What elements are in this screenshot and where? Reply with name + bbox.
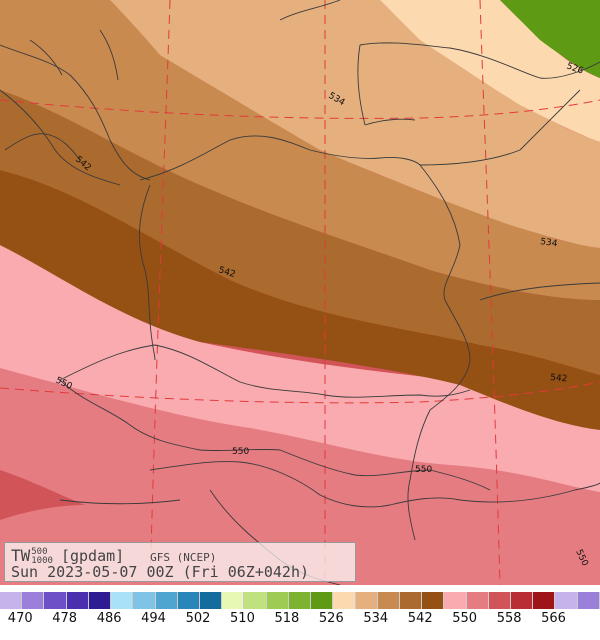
color-legend: 470 478 486 494 502 510 518 526 534 542 550 558 566 — [0, 592, 600, 640]
level-stack: 500 1000 — [31, 548, 53, 566]
legend-tick-label: 518 — [274, 611, 300, 626]
contour-label: 542 — [550, 373, 568, 384]
legend-tick-label: 550 — [452, 611, 478, 626]
legend-swatch — [44, 592, 67, 609]
legend-swatch — [288, 592, 312, 609]
legend-swatch — [0, 592, 23, 609]
legend-swatch — [377, 592, 400, 609]
legend-tick-label: 542 — [407, 611, 433, 626]
legend-swatch — [333, 592, 356, 609]
legend-swatch — [88, 592, 112, 609]
legend-swatch — [66, 592, 89, 609]
units-label: [gpdam] — [60, 547, 125, 565]
legend-tick-label: 478 — [52, 611, 78, 626]
legend-swatch — [355, 592, 378, 609]
legend-tick-label: 510 — [230, 611, 255, 626]
contour-label: 534 — [540, 237, 559, 249]
legend-swatch — [399, 592, 423, 609]
legend-tick-label: 502 — [185, 611, 211, 626]
band-494 — [500, 0, 600, 78]
legend-tick-label: 486 — [96, 611, 122, 626]
legend-swatches — [0, 592, 600, 609]
legend-swatch — [511, 592, 534, 609]
level-lower: 1000 — [31, 556, 53, 566]
legend-swatch — [22, 592, 45, 609]
contour-label: 550 — [415, 465, 432, 475]
legend-tick-label: 566 — [541, 611, 566, 626]
band-542 — [0, 245, 600, 492]
legend-swatch — [133, 592, 156, 609]
borders — [0, 0, 600, 585]
run-time-label: Sun 2023-05-07 00Z (Fri 06Z+042h) — [11, 563, 310, 581]
legend-tick-label: 526 — [318, 611, 344, 626]
legend-tick-label: 494 — [141, 611, 166, 626]
legend-swatch — [311, 592, 334, 609]
legend-swatch — [244, 592, 267, 609]
level-upper: 500 — [31, 547, 48, 557]
band-502 — [380, 0, 600, 142]
legend-swatch — [444, 592, 467, 609]
legend-swatch — [177, 592, 200, 609]
legend-swatch — [222, 592, 245, 609]
band-526 — [0, 90, 600, 375]
legend-swatch — [577, 592, 600, 609]
field-name: TW — [11, 546, 31, 565]
legend-tick-label: 558 — [496, 611, 522, 626]
map-info-box: TW 500 1000 [gpdam] GFS (NCEP) Sun 2023-05-0… — [4, 542, 356, 582]
model-label: GFS (NCEP) — [150, 551, 217, 564]
legend-swatch — [533, 592, 556, 609]
legend-tick-label: 534 — [363, 611, 389, 626]
legend-swatch — [466, 592, 489, 609]
legend-swatch — [199, 592, 223, 609]
legend-swatch — [555, 592, 578, 609]
legend-swatch — [266, 592, 289, 609]
legend-swatch — [155, 592, 178, 609]
legend-ticks: 470 478 486 494 502 510 518 526 534 542 550 558 566 — [0, 611, 600, 635]
legend-swatch — [488, 592, 512, 609]
contour-label: 550 — [232, 447, 249, 457]
band-534 — [0, 170, 600, 430]
map-title: TW 500 1000 [gpdam] GFS (NCEP) — [11, 546, 216, 566]
legend-swatch — [111, 592, 134, 609]
legend-tick-label: 470 — [7, 611, 33, 626]
lat-lon-grid — [0, 0, 600, 585]
band-558-patch — [0, 470, 85, 520]
band-518 — [0, 0, 600, 300]
thickness-map: 534 526 542 542 534 542 550 550 550 550 — [0, 0, 600, 585]
band-510 — [110, 0, 600, 248]
legend-swatch — [422, 592, 445, 609]
